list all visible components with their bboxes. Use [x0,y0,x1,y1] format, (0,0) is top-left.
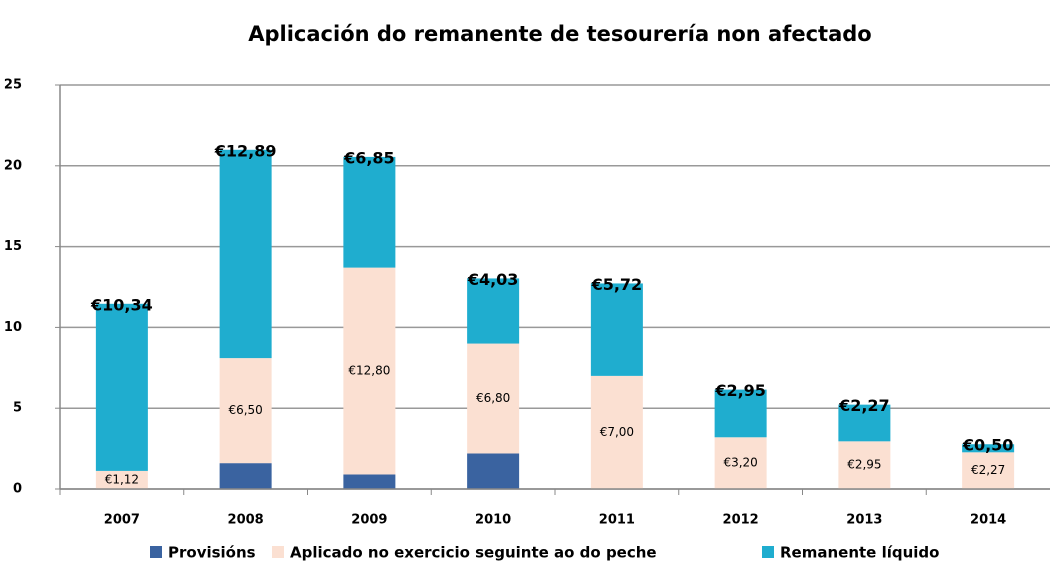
legend-label: Provisións [168,544,256,562]
y-tick-label: 5 [13,401,22,416]
chart-title: Aplicación do remanente de tesourería no… [248,22,871,46]
value-label: €3,20 [723,456,757,470]
y-tick-label: 10 [4,320,22,335]
y-tick-label: 20 [4,158,22,173]
value-label: €5,72 [591,275,643,294]
value-label: €6,50 [228,403,262,417]
bar-segment [95,470,148,489]
bar-segment [219,463,272,489]
x-tick-label: 2010 [475,513,511,528]
bar-segment [95,303,148,471]
y-tick-label: 15 [4,239,22,254]
bar-segment [590,283,643,376]
bar-segment [962,452,1015,489]
bar-segment [219,149,272,359]
value-label: €10,34 [90,295,153,314]
bar-segment [467,278,520,344]
bar-segment [962,444,1015,453]
bar-segment [838,441,891,489]
value-label: €1,12 [105,472,139,486]
y-tick-label: 0 [13,482,22,497]
x-tick-label: 2007 [104,513,140,528]
bar-segment [714,389,767,438]
legend-swatch [150,546,162,558]
value-label: €2,95 [714,381,766,400]
value-label: €2,27 [838,396,890,415]
value-label: €6,85 [343,148,395,167]
bar-segment [467,343,520,454]
bar-segment [467,453,520,489]
bar-segment [714,437,767,489]
y-tick-label: 25 [4,78,22,93]
legend-swatch [272,546,284,558]
value-label: €2,95 [847,458,881,472]
bar-segment [219,358,272,464]
x-tick-label: 2008 [228,513,264,528]
x-tick-label: 2009 [351,513,387,528]
value-label: €7,00 [600,425,634,439]
value-label: €6,80 [476,391,510,405]
x-tick-label: 2012 [723,513,759,528]
bar-segment [343,474,396,489]
x-tick-label: 2013 [846,513,882,528]
value-label: €12,89 [214,141,277,160]
bar-segment [590,375,643,489]
bar-segment [343,156,396,268]
bar-segment [343,267,396,475]
value-label: €12,80 [348,364,390,378]
legend-label: Remanente líquido [780,544,939,562]
legend-label: Aplicado no exercicio seguinte ao do pec… [290,544,657,562]
x-tick-label: 2011 [599,513,635,528]
bar-segment [838,404,891,442]
legend-swatch [762,546,774,558]
value-label: €4,03 [467,270,519,289]
x-tick-label: 2014 [970,513,1006,528]
value-label: €0,50 [962,436,1014,455]
value-label: €2,27 [971,463,1005,477]
